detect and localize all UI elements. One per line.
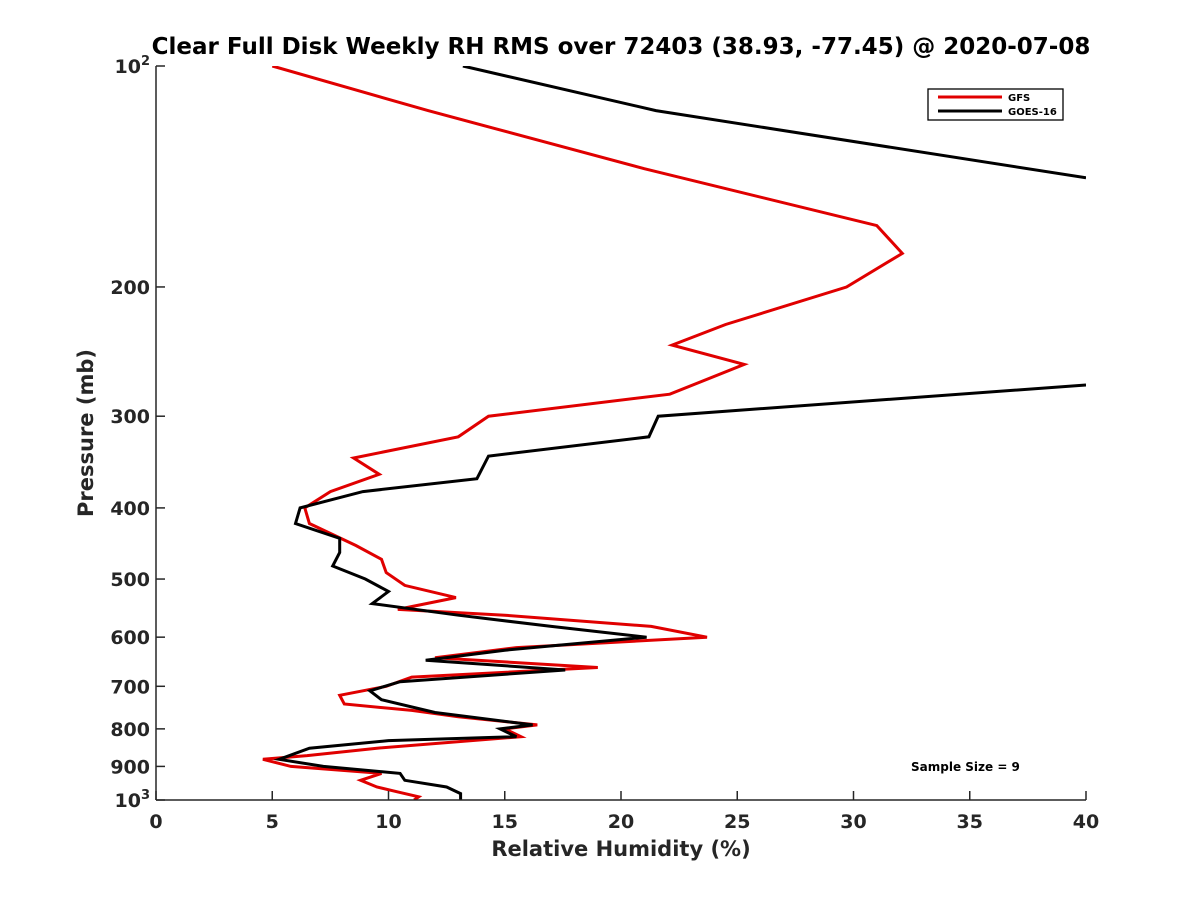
series-line-goes16: [273, 66, 1086, 800]
x-tick-label: 40: [1073, 811, 1099, 833]
y-ticks: 102 200 300 400 500 600 700 800 900 103: [110, 54, 165, 812]
legend-box: [927, 88, 1064, 121]
chart-title: Clear Full Disk Weekly RH RMS over 72403…: [152, 34, 1091, 60]
y-tick-label: 800: [110, 719, 150, 741]
x-tick-label: 20: [608, 811, 634, 833]
legend-label-gfs: GFS: [1008, 93, 1030, 104]
y-tick-label: 102: [115, 54, 151, 78]
x-tick-label: 0: [149, 811, 162, 833]
y-tick-label: 600: [110, 627, 150, 649]
sample-size-annotation: Sample Size = 9: [911, 760, 1020, 774]
legend: GFS GOES-16: [927, 88, 1064, 121]
x-tick-label: 30: [840, 811, 866, 833]
y-tick-label: 500: [110, 569, 150, 591]
x-axis-label: Relative Humidity (%): [491, 837, 750, 861]
y-axis-label: Pressure (mb): [74, 349, 98, 517]
plot-area: [262, 66, 1086, 800]
x-tick-label: 10: [375, 811, 401, 833]
axes: [155, 66, 1086, 801]
y-tick-label: 400: [110, 498, 150, 520]
y-tick-label: 300: [110, 406, 150, 428]
y-tick-label: 103: [115, 788, 151, 812]
y-tick-label: 200: [110, 277, 150, 299]
series-line-gfs: [262, 66, 905, 800]
y-tick-label: 900: [110, 756, 150, 778]
x-tick-label: 25: [724, 811, 750, 833]
x-ticks: 0 5 10 15 20 25 30 35 40: [149, 791, 1099, 833]
legend-label-goes16: GOES-16: [1008, 107, 1057, 118]
y-tick-label: 700: [110, 676, 150, 698]
x-tick-label: 35: [957, 811, 983, 833]
x-tick-label: 15: [492, 811, 518, 833]
x-tick-label: 5: [266, 811, 279, 833]
